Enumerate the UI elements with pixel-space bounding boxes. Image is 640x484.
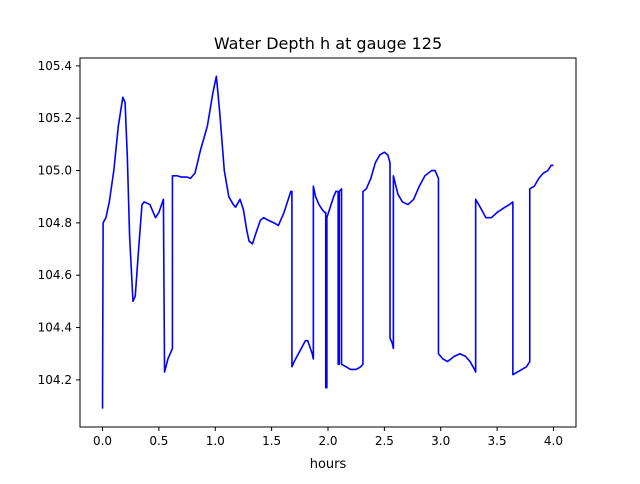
x-tick-label: 3.0 [431, 434, 450, 448]
x-tick-label: 1.0 [206, 434, 225, 448]
x-tick-label: 2.5 [375, 434, 394, 448]
x-tick-label: 0.5 [149, 434, 168, 448]
x-tick-label: 3.5 [488, 434, 507, 448]
x-axis-label: hours [310, 457, 347, 472]
chart-title: Water Depth h at gauge 125 [214, 34, 442, 53]
y-tick-label: 104.6 [38, 268, 72, 282]
y-axis: 104.2 104.4 104.6 104.8 105.0 105.2 105.4 [38, 59, 80, 387]
x-axis: 0.0 0.5 1.0 1.5 2.0 2.5 3.0 3.5 4.0 [93, 427, 563, 448]
y-tick-label: 105.0 [38, 164, 72, 178]
x-tick-label: 2.0 [318, 434, 337, 448]
y-tick-label: 105.2 [38, 111, 72, 125]
y-tick-label: 104.8 [38, 216, 72, 230]
y-tick-label: 104.2 [38, 373, 72, 387]
x-tick-label: 1.5 [262, 434, 281, 448]
y-tick-label: 104.4 [38, 321, 72, 335]
x-tick-label: 4.0 [544, 434, 563, 448]
x-tick-label: 0.0 [93, 434, 112, 448]
series-line-0 [101, 75, 554, 409]
y-tick-label: 105.4 [38, 59, 72, 73]
